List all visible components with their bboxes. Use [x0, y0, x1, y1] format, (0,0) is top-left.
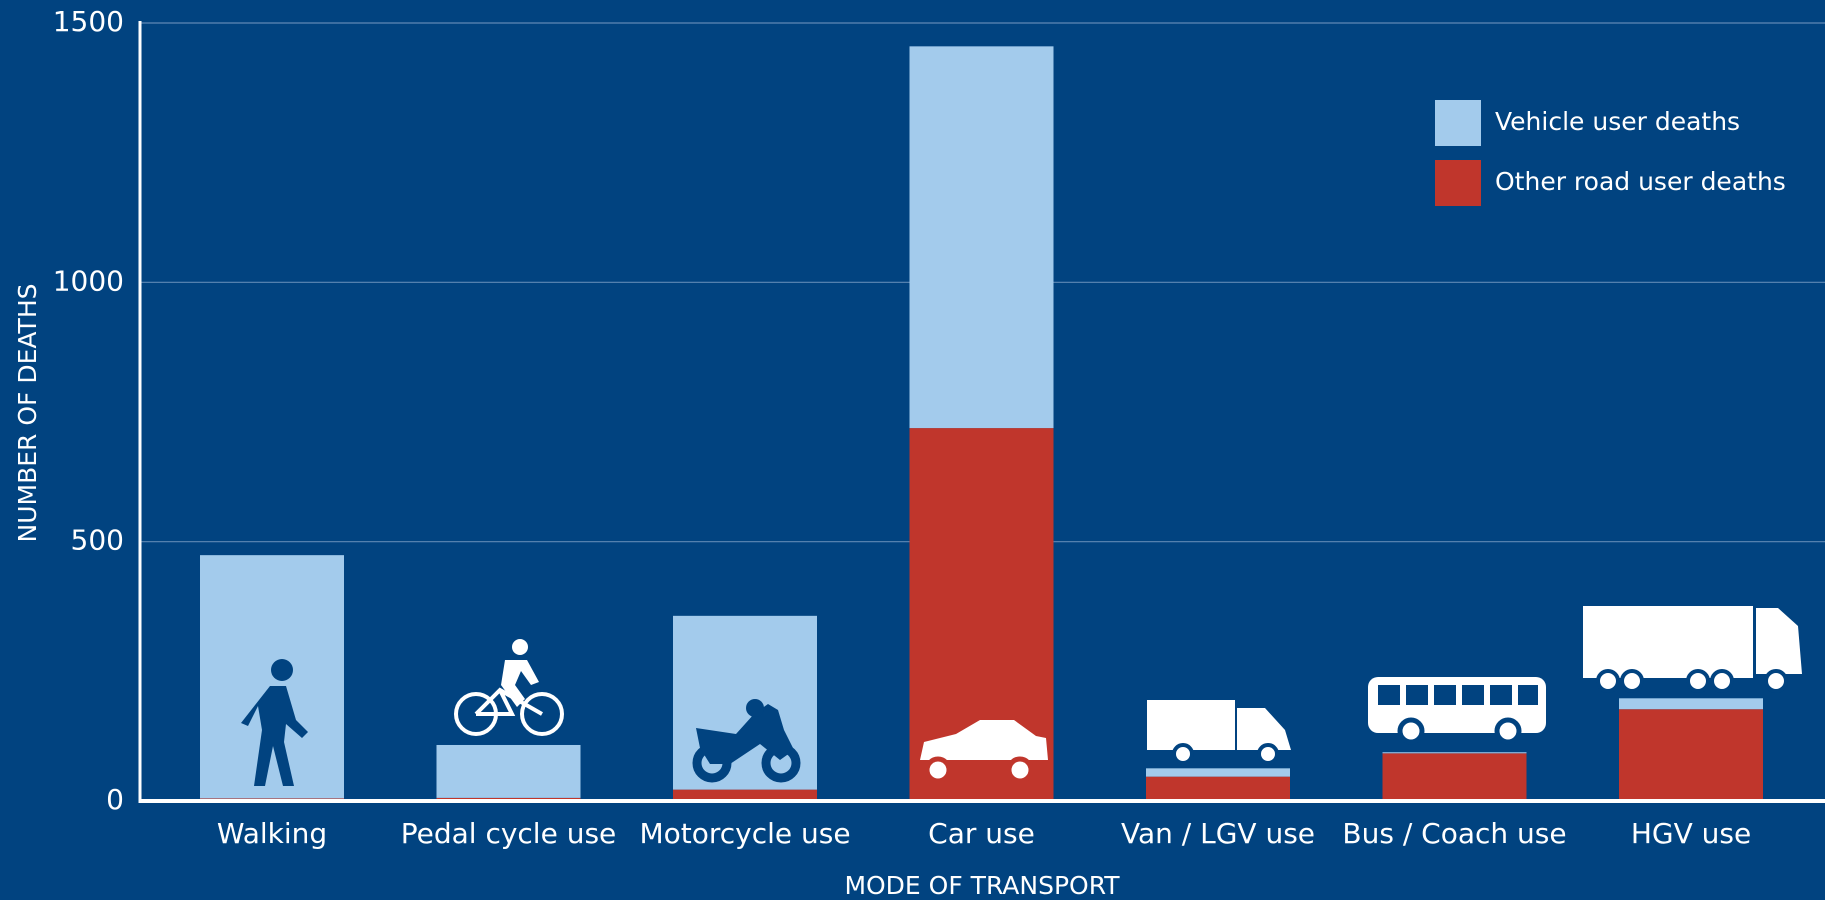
x-tick-label: Walking: [217, 817, 327, 850]
x-axis-title: MODE OF TRANSPORT: [844, 871, 1120, 900]
x-tick-label: Car use: [928, 817, 1035, 850]
y-tick-label: 0: [106, 783, 124, 816]
bar-segment: [436, 744, 581, 798]
van-icon: [1147, 700, 1291, 765]
legend-swatch: [1435, 160, 1481, 206]
x-tick-label: Bus / Coach use: [1342, 817, 1566, 850]
legend-label: Vehicle user deaths: [1495, 107, 1740, 136]
bar-segment: [1382, 752, 1527, 754]
legend-label: Other road user deaths: [1495, 167, 1786, 196]
bar-segment: [200, 555, 344, 799]
x-tick-label: Pedal cycle use: [401, 817, 617, 850]
y-tick-label: 1500: [53, 5, 124, 38]
icons: [241, 606, 1802, 786]
y-tick-label: 500: [71, 524, 124, 557]
car-icon: [920, 720, 1048, 784]
bar-segment: [1382, 753, 1527, 801]
bus-icon: [1368, 677, 1546, 745]
truck-icon: [1583, 606, 1802, 693]
bar-segment: [673, 789, 817, 801]
bar-segment: [1619, 698, 1763, 710]
bar-segment: [1146, 776, 1290, 801]
x-tick-label: Van / LGV use: [1121, 817, 1315, 850]
x-tick-label: Motorcycle use: [639, 817, 850, 850]
legend-swatch: [1435, 100, 1481, 146]
walking-icon: [241, 659, 308, 786]
y-tick-label: 1000: [53, 264, 124, 297]
motorcycle-icon: [692, 699, 801, 783]
bar-segment: [909, 46, 1054, 429]
bar-segment: [1619, 709, 1763, 801]
y-axis-title: NUMBER OF DEATHS: [13, 284, 42, 543]
bar-segment: [1146, 768, 1290, 777]
bicycle-icon: [454, 639, 564, 736]
x-tick-label: HGV use: [1631, 817, 1751, 850]
